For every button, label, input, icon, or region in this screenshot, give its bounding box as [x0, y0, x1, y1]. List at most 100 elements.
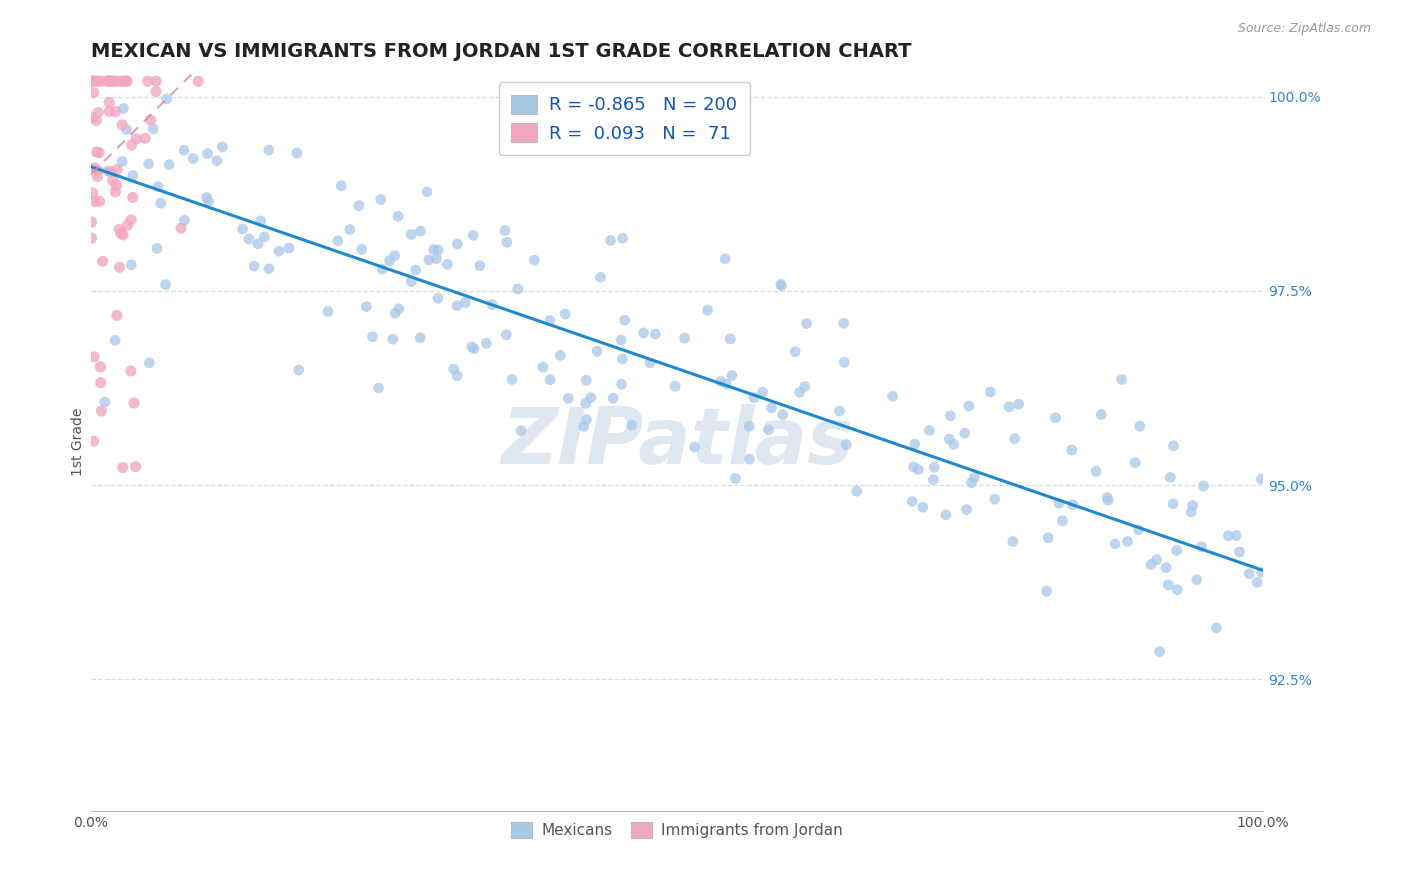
Point [758, 423, 780, 437]
Point [90, 404, 112, 418]
Point [586, 344, 609, 359]
Point [495, 327, 517, 342]
Point [108, 222, 131, 236]
Point [94, 395, 117, 409]
Text: MEXICAN VS IMMIGRANTS FROM JORDAN 1ST GRADE CORRELATION CHART: MEXICAN VS IMMIGRANTS FROM JORDAN 1ST GR… [91, 42, 911, 61]
Point [86, 145, 108, 159]
Point [495, 235, 517, 250]
Point [388, 301, 411, 316]
Point [84, 161, 107, 175]
Point [761, 401, 783, 415]
Point [105, 309, 128, 323]
Point [793, 379, 815, 393]
Point [122, 169, 145, 183]
Point [416, 185, 439, 199]
Point [911, 500, 934, 515]
Point [316, 304, 339, 318]
Point [1205, 621, 1227, 635]
Point [770, 278, 793, 293]
Point [575, 413, 598, 427]
Point [938, 432, 960, 446]
Point [1001, 534, 1024, 549]
Point [610, 333, 633, 347]
Point [145, 74, 167, 88]
Point [1090, 408, 1112, 422]
Point [1166, 582, 1188, 597]
Point [1116, 534, 1139, 549]
Point [828, 404, 851, 418]
Point [100, 164, 122, 178]
Point [446, 368, 468, 383]
Point [602, 391, 624, 405]
Point [249, 214, 271, 228]
Point [903, 459, 925, 474]
Point [1250, 566, 1272, 580]
Point [633, 326, 655, 340]
Point [205, 153, 228, 168]
Point [696, 303, 718, 318]
Point [82, 186, 104, 200]
Point [1189, 540, 1212, 554]
Point [134, 131, 156, 145]
Point [401, 275, 423, 289]
Point [356, 300, 378, 314]
Point [89, 145, 111, 160]
Point [589, 270, 612, 285]
Point [718, 332, 741, 346]
Y-axis label: 1st Grade: 1st Grade [72, 409, 86, 476]
Point [120, 364, 142, 378]
Point [232, 222, 254, 236]
Point [575, 373, 598, 387]
Legend: Mexicans, Immigrants from Jordan: Mexicans, Immigrants from Jordan [505, 816, 849, 844]
Point [111, 227, 134, 242]
Point [538, 313, 561, 327]
Point [531, 360, 554, 375]
Point [1239, 566, 1261, 581]
Point [97, 74, 120, 88]
Point [170, 221, 193, 235]
Point [173, 213, 195, 227]
Point [1185, 573, 1208, 587]
Point [138, 157, 160, 171]
Point [361, 330, 384, 344]
Point [399, 227, 422, 242]
Point [494, 223, 516, 237]
Point [257, 143, 280, 157]
Point [381, 332, 404, 346]
Point [112, 74, 135, 88]
Point [835, 437, 858, 451]
Point [724, 471, 747, 485]
Point [339, 222, 361, 236]
Point [87, 105, 110, 120]
Point [939, 409, 962, 423]
Point [1180, 505, 1202, 519]
Point [195, 190, 218, 204]
Point [984, 492, 1007, 507]
Point [1035, 584, 1057, 599]
Point [612, 231, 634, 245]
Point [86, 113, 108, 128]
Point [907, 462, 929, 476]
Point [257, 261, 280, 276]
Point [942, 437, 965, 451]
Point [112, 102, 135, 116]
Point [108, 260, 131, 275]
Point [122, 396, 145, 410]
Point [1047, 496, 1070, 510]
Point [506, 282, 529, 296]
Point [510, 424, 533, 438]
Point [957, 399, 980, 413]
Point [350, 242, 373, 256]
Point [901, 494, 924, 508]
Point [384, 249, 406, 263]
Point [253, 230, 276, 244]
Point [104, 104, 127, 119]
Point [104, 334, 127, 348]
Point [97, 164, 120, 178]
Point [371, 262, 394, 277]
Point [246, 236, 269, 251]
Point [83, 434, 105, 449]
Point [716, 377, 738, 392]
Point [80, 215, 103, 229]
Point [1181, 499, 1204, 513]
